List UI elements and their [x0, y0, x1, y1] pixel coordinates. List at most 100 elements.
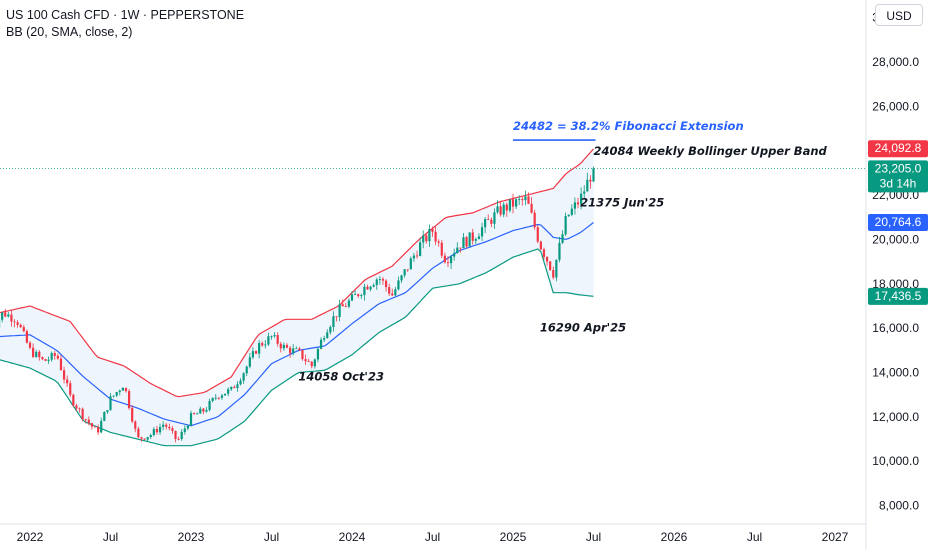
candle — [261, 341, 264, 347]
candle — [589, 175, 592, 189]
candle — [131, 405, 134, 424]
candle — [273, 332, 276, 338]
candle — [549, 260, 552, 271]
candle — [81, 407, 84, 422]
candle — [162, 421, 165, 431]
candle — [242, 372, 245, 384]
candle — [35, 349, 38, 359]
price-tag-text: 17,436.5 — [875, 289, 922, 303]
candle — [431, 226, 434, 237]
candle — [350, 291, 354, 302]
candle — [25, 329, 29, 344]
price-tag: 17,436.5 — [868, 287, 928, 305]
candle — [62, 366, 66, 384]
indicator-legend[interactable]: BB (20, SMA, close, 2) — [6, 25, 133, 39]
candle — [90, 422, 94, 430]
currency-button[interactable]: USD — [875, 4, 923, 26]
candle — [106, 410, 109, 415]
candle — [103, 411, 106, 422]
candle — [490, 217, 493, 228]
y-tick-label: 28,000.0 — [872, 55, 919, 69]
candle — [360, 293, 363, 299]
candle — [44, 358, 47, 362]
candle — [561, 230, 564, 244]
candle — [422, 230, 425, 249]
candle — [270, 335, 273, 340]
candle — [477, 233, 481, 240]
candle — [292, 344, 295, 356]
candle — [335, 316, 338, 322]
candle — [518, 195, 521, 206]
candle — [230, 386, 233, 391]
band-fill — [0, 148, 594, 446]
y-tick-label: 10,000.0 — [872, 454, 919, 468]
candle — [143, 438, 146, 441]
candle — [384, 279, 388, 292]
candle — [397, 276, 400, 291]
candle — [437, 239, 440, 247]
candle — [183, 425, 186, 435]
price-tag-text: 20,764.6 — [875, 215, 922, 229]
candle — [530, 197, 533, 214]
candle — [127, 389, 131, 410]
candle — [19, 323, 22, 328]
candle — [323, 335, 326, 343]
candle — [425, 233, 428, 244]
candle — [75, 403, 78, 412]
candle — [7, 311, 10, 318]
candle — [484, 217, 487, 234]
candle — [533, 209, 536, 230]
candle — [196, 412, 199, 415]
candle — [388, 283, 391, 297]
candle — [22, 324, 25, 333]
candle — [499, 201, 502, 217]
candle — [158, 423, 162, 435]
price-tag: 24,092.8 — [868, 140, 928, 158]
price-tag: 20,764.6 — [868, 214, 928, 232]
candle — [41, 356, 44, 361]
price-tag-text: 24,092.8 — [875, 141, 922, 155]
candle — [363, 283, 366, 301]
symbol-title[interactable]: US 100 Cash CFD · 1W · PEPPERSTONE — [6, 8, 245, 22]
price-tag-text: 3d 14h — [880, 176, 917, 190]
candle — [514, 197, 518, 209]
candle — [542, 247, 546, 260]
candle — [155, 425, 159, 435]
lower-band-line — [0, 248, 594, 447]
candle — [109, 392, 112, 411]
candle — [539, 240, 542, 251]
x-tick-label: 2025 — [500, 530, 527, 544]
candle — [465, 236, 468, 249]
candle — [208, 398, 211, 412]
candle — [326, 329, 329, 339]
candle — [313, 358, 316, 369]
candle — [66, 375, 69, 387]
candle — [47, 356, 50, 364]
candle — [332, 311, 335, 332]
candle — [78, 407, 81, 413]
candle — [400, 274, 403, 284]
bollinger-bands — [0, 148, 594, 447]
candle — [13, 319, 16, 328]
candle — [511, 193, 515, 214]
candle — [186, 424, 190, 431]
candle — [264, 339, 267, 349]
candle — [375, 277, 378, 290]
candle — [471, 228, 474, 245]
y-tick-label: 20,000.0 — [872, 232, 919, 246]
x-tick-label: 2022 — [17, 530, 44, 544]
price-tags: 24,092.8 23,205.03d 14h 20,764.6 17,436.5 — [868, 140, 928, 305]
candle — [443, 252, 446, 264]
candle — [53, 351, 56, 360]
candle — [251, 347, 255, 360]
candle — [192, 412, 196, 415]
candle — [38, 349, 41, 361]
candle — [31, 343, 35, 359]
candle — [558, 236, 561, 263]
candle — [412, 252, 416, 262]
candle — [59, 355, 63, 371]
candle — [406, 269, 409, 273]
candle — [552, 266, 555, 280]
x-tick-label: 2026 — [661, 530, 688, 544]
